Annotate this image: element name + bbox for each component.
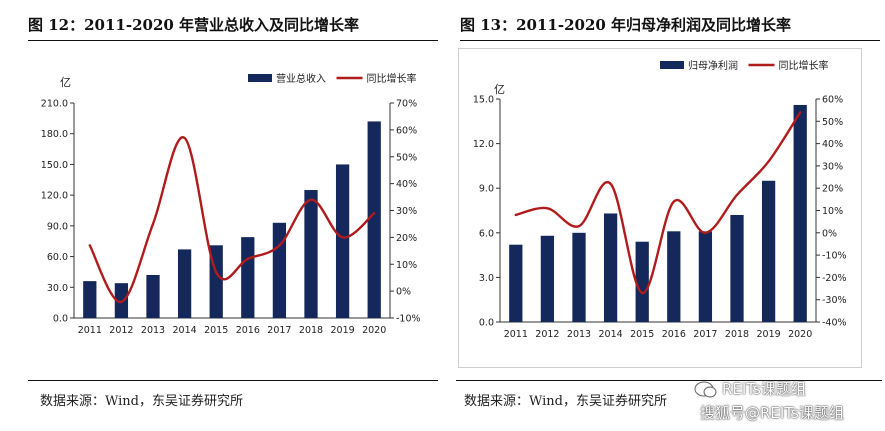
x-tick-label: 2011 [78, 325, 102, 336]
bar [177, 249, 192, 318]
bar [698, 231, 713, 322]
y-tick-label-left: 15.0 [473, 95, 494, 106]
bar [304, 190, 318, 318]
bar [730, 214, 744, 322]
bar [335, 164, 350, 318]
bar [603, 213, 618, 322]
y-tick-label-right: -20% [822, 273, 847, 284]
y-tick-label-right: 70% [396, 99, 417, 110]
y-tick-label-left: 9.0 [479, 184, 494, 195]
y-tick-label-right: -30% [822, 295, 847, 306]
bar [83, 281, 97, 318]
y-tick-label-left: 210.0 [41, 99, 68, 110]
y-tick-label-right: 20% [396, 233, 417, 244]
title-rule [28, 40, 438, 41]
legend-bar-swatch [248, 74, 272, 82]
y-tick-label-right: 0% [396, 287, 411, 298]
y-tick-label-left: 180.0 [41, 129, 68, 140]
bar [272, 222, 287, 318]
y-tick-label-right: 60% [822, 95, 843, 106]
y-tick-label-right: -10% [396, 314, 421, 325]
bar [667, 231, 681, 322]
watermark-line-2: 搜狐号@REITs课题组 [700, 404, 844, 422]
chat-bubble-icon [694, 381, 717, 398]
x-tick-label: 2018 [725, 329, 749, 340]
data-source: 数据来源：Wind，东吴证券研究所 [40, 394, 243, 409]
y-axis-unit-label: 亿 [60, 76, 71, 89]
bar [572, 232, 586, 322]
x-tick-label: 2015 [204, 325, 228, 336]
bar [241, 237, 255, 318]
legend-line-label: 同比增长率 [367, 72, 417, 85]
source-rule [456, 380, 882, 381]
x-tick-label: 2017 [693, 329, 717, 340]
y-tick-label-right: 50% [396, 152, 417, 163]
bar [761, 180, 776, 322]
y-tick-label-left: 12.0 [473, 139, 494, 150]
y-tick-label-right: 0% [822, 228, 837, 239]
x-tick-label: 2014 [173, 325, 197, 336]
y-tick-label-right: 40% [822, 139, 843, 150]
y-tick-label-left: 60.0 [47, 252, 68, 263]
bar [367, 121, 381, 318]
bar [146, 275, 160, 318]
chart-title: 图 13：2011-2020 年归母净利润及同比增长率 [460, 16, 792, 34]
y-tick-label-right: 50% [822, 117, 843, 128]
legend-line-label: 同比增长率 [779, 59, 829, 72]
y-tick-label-right: 30% [822, 161, 843, 172]
growth-rate-line [514, 111, 802, 295]
y-tick-label-right: 60% [396, 125, 417, 136]
x-tick-label: 2015 [630, 329, 654, 340]
chart-panel-revenue: 图 12：2011-2020 年营业总收入及同比增长率 0.0 30.0 60.0 9… [0, 0, 440, 431]
x-tick-label: 2019 [757, 329, 781, 340]
bar [635, 241, 649, 322]
y-tick-label-left: 3.0 [479, 273, 494, 284]
data-source: 数据来源：Wind，东吴证券研究所 [464, 394, 667, 409]
revenue-chart: 0.0 30.0 60.0 90.0 120.0 150.0 180.0 210.0 -10% 0… [41, 72, 421, 336]
y-tick-label-left: 6.0 [479, 228, 494, 239]
legend-bar-label: 归母净利润 [688, 59, 738, 72]
bar [540, 235, 555, 322]
y-tick-label-left: 30.0 [47, 283, 68, 294]
net-profit-chart: 0.0 3.0 6.0 9.0 12.0 15.0 -40% -30% -20% -10% 0% 10… [473, 59, 847, 340]
x-tick-label: 2018 [299, 325, 323, 336]
y-tick-label-right: -40% [822, 318, 847, 329]
x-tick-label: 2016 [662, 329, 686, 340]
x-tick-label: 2019 [331, 325, 355, 336]
chart-frame [458, 48, 862, 368]
legend-bar-swatch [660, 61, 684, 69]
x-tick-label: 2017 [267, 325, 291, 336]
chart-panel-net-profit: 图 13：2011-2020 年归母净利润及同比增长率 0.0 3.0 6.0 9.0… [448, 0, 885, 431]
watermark-line-1: REITs课题组 [722, 380, 806, 398]
y-tick-label-right: -10% [822, 251, 847, 262]
source-rule [28, 380, 438, 381]
bar [793, 104, 807, 323]
x-tick-label: 2013 [567, 329, 591, 340]
x-tick-label: 2016 [236, 325, 260, 336]
x-tick-label: 2020 [362, 325, 386, 336]
x-tick-label: 2013 [141, 325, 165, 336]
chart-title: 图 12：2011-2020 年营业总收入及同比增长率 [28, 16, 360, 34]
y-tick-label-right: 10% [396, 260, 417, 271]
y-tick-label-right: 40% [396, 179, 417, 190]
y-tick-label-right: 20% [822, 184, 843, 195]
x-tick-label: 2011 [504, 329, 528, 340]
x-tick-label: 2012 [109, 325, 133, 336]
y-tick-label-right: 30% [396, 206, 417, 217]
y-tick-label-right: 10% [822, 206, 843, 217]
x-tick-label: 2014 [599, 329, 623, 340]
y-axis-unit-label: 亿 [494, 83, 505, 96]
x-tick-label: 2012 [535, 329, 559, 340]
legend-bar-label: 营业总收入 [276, 72, 326, 85]
y-tick-label-left: 90.0 [47, 221, 68, 232]
growth-rate-line [88, 136, 376, 304]
y-tick-label-left: 0.0 [53, 314, 68, 325]
y-tick-label-left: 150.0 [41, 160, 68, 171]
title-rule [460, 40, 880, 41]
bar [509, 244, 523, 322]
y-tick-label-left: 120.0 [41, 191, 68, 202]
x-tick-label: 2020 [788, 329, 812, 340]
y-tick-label-left: 0.0 [479, 318, 494, 329]
